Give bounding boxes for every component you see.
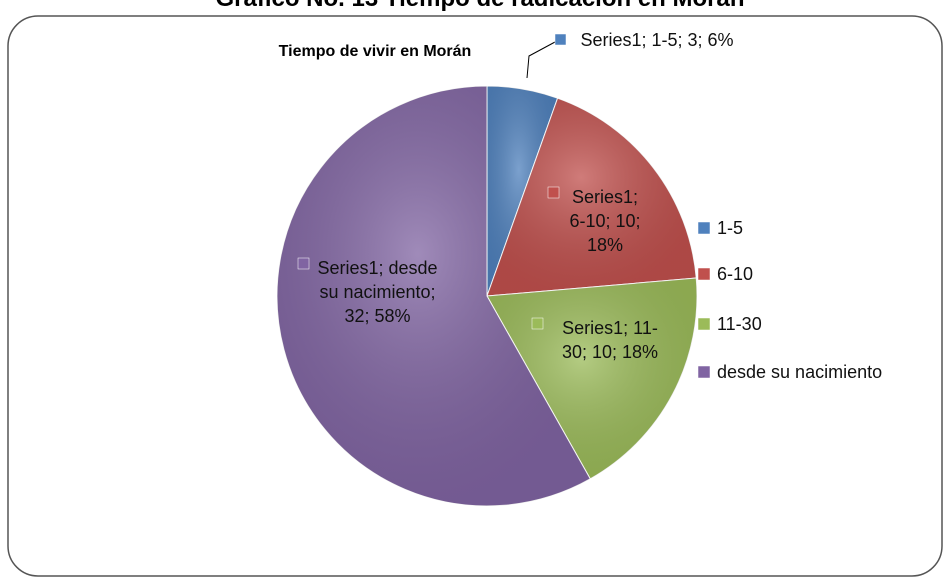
- label-marker: [554, 33, 567, 46]
- legend-swatch: [697, 365, 711, 379]
- legend-label: 6-10: [717, 264, 753, 284]
- label-marker: [531, 317, 544, 330]
- data-label: Series1; 11-30; 10; 18%: [561, 318, 659, 362]
- data-label: Series1; 6-10; 10; 18%: [569, 187, 641, 255]
- legend-label: desde su nacimiento: [717, 362, 882, 382]
- chart-title: Grafico No. 13 Tiempo de radicación en M…: [215, 0, 744, 12]
- label-marker: [297, 257, 310, 270]
- slice-sheen: [487, 98, 697, 297]
- legend-swatch: [697, 221, 711, 235]
- legend-swatch: [697, 267, 711, 281]
- legend-label: 1-5: [717, 218, 743, 238]
- slice-sheen: [487, 86, 558, 296]
- legend-label: 11-30: [717, 314, 762, 334]
- data-label: Series1; desde su nacimiento; 32; 58%: [317, 258, 438, 326]
- slice-sheen: [277, 86, 591, 506]
- legend-swatch: [697, 317, 711, 331]
- label-marker: [547, 186, 560, 199]
- leader-line: [526, 41, 556, 79]
- chart-subtitle: Tiempo de vivir en Morán: [279, 43, 472, 60]
- data-label: Series1; 1-5; 3; 6%: [580, 30, 734, 50]
